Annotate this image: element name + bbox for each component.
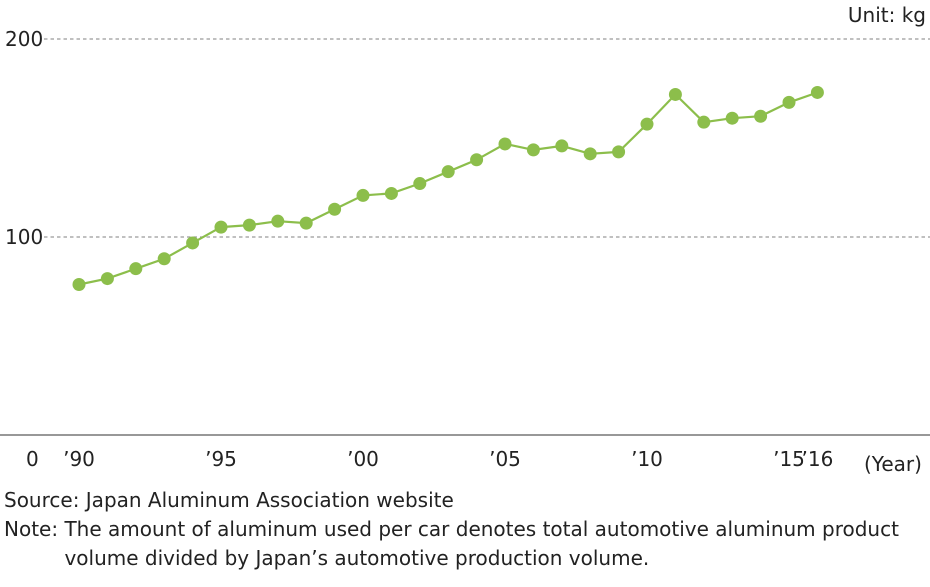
x-tick-label-2010: ’10 (631, 447, 663, 471)
data-point-2016 (810, 85, 824, 99)
data-point-2009 (612, 145, 626, 159)
data-point-2015 (782, 95, 796, 109)
data-point-2003 (441, 165, 455, 179)
unit-label: Unit: kg (848, 3, 926, 27)
data-point-1990 (72, 278, 86, 292)
x-tick-label-2005: ’05 (489, 447, 521, 471)
data-point-1996 (242, 218, 256, 232)
data-point-1998 (299, 216, 313, 230)
definition-note: Note: The amount of aluminum used per ca… (4, 515, 930, 573)
footnotes: Source: Japan Aluminum Association websi… (4, 486, 930, 573)
data-point-2005 (498, 137, 512, 151)
x-tick-label-2016: ’16 (801, 447, 833, 471)
x-tick-label-2000: ’00 (347, 447, 379, 471)
data-point-2000 (356, 188, 370, 202)
data-point-2014 (754, 109, 768, 123)
data-point-1993 (157, 252, 171, 266)
data-point-2007 (555, 139, 569, 153)
data-point-2013 (725, 111, 739, 125)
data-point-2002 (413, 177, 427, 191)
data-point-2001 (384, 186, 398, 200)
line-chart: Unit: kg 0 100 200 ’90 ’95 ’00 ’05 ’10 ’15’16 (Yea… (0, 3, 930, 476)
data-point-2008 (583, 147, 597, 161)
y-tick-label-0: 0 (26, 447, 39, 471)
data-point-1991 (100, 272, 114, 286)
note-label: Note: (4, 517, 65, 541)
data-point-2004 (470, 153, 484, 167)
x-tick-label-1990: ’90 (63, 447, 95, 471)
y-tick-label-100: 100 (5, 225, 43, 249)
x-axis-title: (Year) (864, 452, 922, 476)
data-point-1995 (214, 220, 228, 234)
data-point-1992 (129, 262, 143, 276)
data-point-2006 (526, 143, 540, 157)
data-point-2012 (697, 115, 711, 129)
data-point-1999 (328, 202, 342, 216)
note-text: The amount of aluminum used per car deno… (64, 517, 899, 570)
x-tick-label-2015: ’15 (773, 447, 805, 471)
data-point-2011 (668, 87, 682, 101)
y-tick-label-200: 200 (5, 27, 43, 51)
data-point-2010 (640, 117, 654, 131)
data-point-1997 (271, 214, 285, 228)
x-tick-label-1995: ’95 (205, 447, 237, 471)
data-point-1994 (186, 236, 200, 250)
source-note: Source: Japan Aluminum Association websi… (4, 488, 454, 512)
